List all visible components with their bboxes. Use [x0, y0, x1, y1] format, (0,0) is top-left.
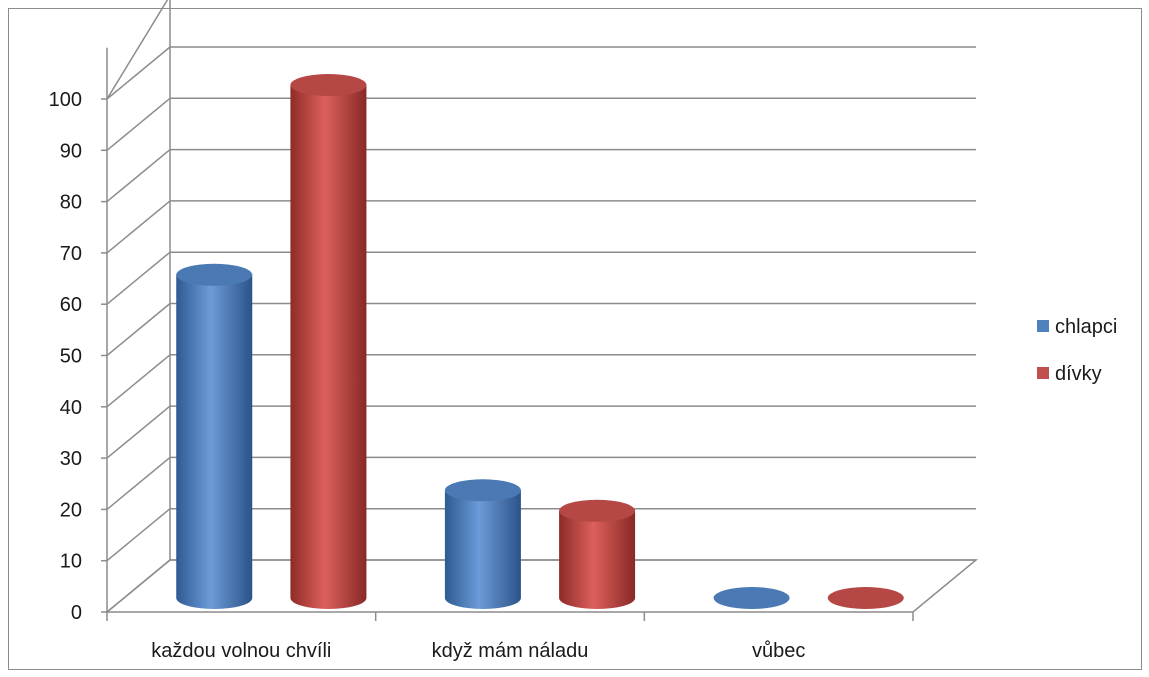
x-tick-label: vůbec — [752, 640, 805, 662]
bar-chlapci-top — [713, 587, 790, 609]
bar-chlapci-body — [444, 490, 521, 610]
bar-chlapci-top — [444, 479, 521, 502]
legend-swatch — [1037, 320, 1049, 332]
side-wall-gridline — [106, 508, 171, 562]
bar-dívky-body — [290, 85, 367, 610]
legend-label: dívky — [1055, 363, 1102, 385]
bar-dívky-top — [559, 499, 636, 522]
y-tick-label: 10 — [60, 551, 82, 573]
side-wall-gridline — [106, 46, 171, 100]
x-tick-label: každou volnou chvíli — [151, 640, 331, 662]
bar-dívky-top — [290, 74, 367, 96]
y-tick-label: 30 — [60, 448, 82, 470]
side-wall-gridline — [106, 405, 171, 459]
legend-swatch — [1037, 367, 1049, 379]
y-tick-label: 0 — [71, 602, 82, 624]
y-tick-label: 90 — [60, 140, 82, 162]
y-tick-label: 50 — [60, 346, 82, 368]
bar-chlapci-top — [176, 263, 253, 286]
side-wall-gridline — [106, 200, 171, 254]
chart-labels-layer: 0 10 20 30 40 50 60 70 80 90 100 každou volnou chví… — [49, 89, 806, 662]
bar-dívky-body — [559, 510, 636, 609]
legend: chlapci dívky — [1037, 316, 1117, 385]
side-wall-gridline — [106, 302, 171, 357]
side-wall-gridline — [106, 251, 171, 305]
side-wall-gridline — [106, 354, 171, 408]
chart-bars-layer — [176, 74, 904, 610]
bar-chlapci-body — [176, 274, 253, 610]
y-tick-label: 100 — [49, 89, 82, 111]
y-tick-label: 70 — [60, 243, 82, 265]
y-tick-label: 80 — [60, 192, 82, 214]
side-wall-gridline — [106, 456, 171, 510]
y-tick-label: 40 — [60, 397, 82, 419]
bar-dívky-top — [827, 587, 904, 609]
y-tick-label: 20 — [60, 499, 82, 521]
side-wall-gridline — [106, 149, 171, 203]
side-wall-gridline — [106, 97, 171, 151]
y-tick-label: 60 — [60, 294, 82, 316]
x-tick-label: když mám náladu — [432, 640, 589, 662]
legend-label: chlapci — [1055, 316, 1117, 338]
side-wall-gridline — [106, 0, 169, 100]
